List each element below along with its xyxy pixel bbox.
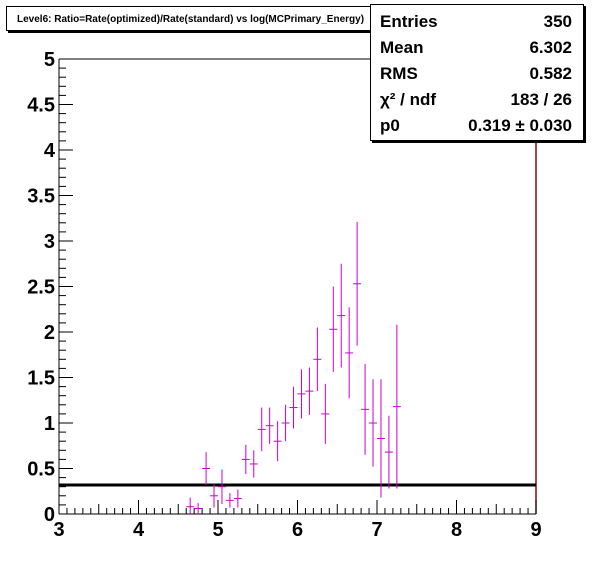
data-point [233,489,242,508]
data-point [273,421,282,462]
data-point [353,221,362,346]
data-point [361,363,370,455]
data-point [305,367,314,415]
x-tick-label: 5 [212,519,223,541]
chart-title: Level6: Ratio=Rate(optimized)/Rate(stand… [6,6,424,31]
y-tick-label: 4 [44,140,56,162]
data-point [313,327,322,392]
stats-value-p0: 0.319 ± 0.030 [468,116,572,135]
data-points [186,221,401,514]
data-point [202,452,211,485]
y-tick-label: 4.5 [27,95,55,117]
y-tick-label: 2.5 [27,277,55,299]
y-tick-label: 3.5 [27,186,55,208]
stats-row-p0: p0 0.319 ± 0.030 [371,116,583,142]
stats-row-mean: Mean 6.302 [371,38,583,64]
stats-label-chi2: χ² / ndf [380,90,437,109]
x-tick-label: 8 [451,519,462,541]
y-tick-label: 2 [44,322,55,344]
stats-value-rms: 0.582 [529,64,572,83]
x-tick-label: 4 [133,519,145,541]
x-tick-label: 6 [292,519,303,541]
x-tick-label: 7 [371,519,382,541]
data-point [377,379,385,498]
y-tick-label: 1.5 [27,368,55,390]
axis-tick-labels: 3 4 5 6 7 8 9 0 0.5 1 1.5 2 2.5 3 3.5 4 4.5 5 [27,49,541,541]
data-point [186,497,195,514]
data-point [369,379,377,467]
stats-row-chi2: χ² / ndf 183 / 26 [371,90,583,116]
data-point [329,286,338,373]
data-point [265,407,274,444]
stats-value-mean: 6.302 [529,38,572,57]
chart-title-text: Level6: Ratio=Rate(optimized)/Rate(stand… [17,14,365,25]
stats-row-entries: Entries 350 [371,12,583,38]
x-tick-label: 3 [53,519,64,541]
y-tick-label: 0 [44,504,55,526]
data-point [384,415,393,489]
data-point [249,450,258,478]
data-point [210,483,218,508]
data-point [392,324,401,489]
y-tick-label: 0.5 [27,459,55,481]
data-point [241,444,250,474]
stats-value-chi2: 183 / 26 [510,90,572,109]
data-point [281,404,290,442]
y-tick-label: 1 [44,413,55,435]
stats-label-mean: Mean [380,38,424,57]
data-point [194,503,203,514]
data-point [225,493,234,508]
stats-value-entries: 350 [543,12,572,31]
data-point [297,369,306,419]
x-tick-label: 9 [530,519,541,541]
data-point [321,383,330,444]
stats-label-rms: RMS [380,64,418,83]
y-tick-label: 5 [44,49,55,71]
stats-row-rms: RMS 0.582 [371,64,583,90]
data-point [218,469,226,504]
stats-box: Entries 350 Mean 6.302 RMS 0.582 χ² / nd… [370,4,584,141]
y-tick-label: 3 [44,231,55,253]
data-point [257,407,266,452]
stats-label-entries: Entries [380,12,438,31]
stats-label-p0: p0 [380,116,400,135]
data-point [289,386,298,429]
data-point [345,307,354,399]
data-point [337,263,346,368]
